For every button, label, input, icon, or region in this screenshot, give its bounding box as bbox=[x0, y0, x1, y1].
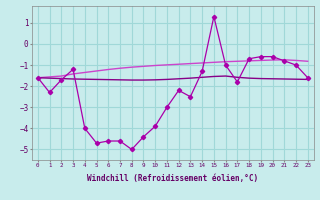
X-axis label: Windchill (Refroidissement éolien,°C): Windchill (Refroidissement éolien,°C) bbox=[87, 174, 258, 183]
